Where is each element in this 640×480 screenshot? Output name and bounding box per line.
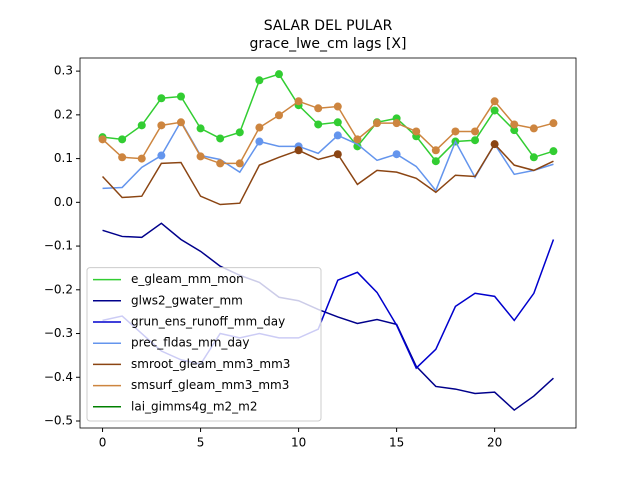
marker	[235, 159, 244, 168]
marker	[353, 142, 362, 151]
marker	[157, 94, 166, 103]
marker	[157, 151, 166, 160]
marker	[451, 127, 460, 136]
marker	[196, 152, 205, 161]
marker	[490, 97, 499, 106]
marker	[471, 127, 480, 136]
marker	[490, 106, 499, 115]
series-line	[102, 222, 554, 412]
chart-title: SALAR DEL PULAR	[264, 18, 393, 34]
marker	[471, 136, 480, 145]
y-tick-label: −0.5	[44, 414, 73, 428]
marker	[549, 119, 558, 128]
chart-subtitle: grace_lwe_cm lags [X]	[250, 36, 407, 52]
plot-frame	[79, 57, 577, 429]
legend-label: prec_fldas_mm_day	[131, 336, 250, 350]
marker	[333, 150, 342, 159]
marker	[255, 137, 264, 146]
marker	[510, 126, 519, 135]
marker	[510, 120, 519, 129]
legend-label: grun_ens_runoff_mm_day	[131, 315, 285, 329]
marker	[549, 147, 558, 156]
marker	[314, 104, 323, 113]
marker	[529, 124, 538, 133]
y-tick-label: −0.2	[44, 282, 73, 296]
marker	[98, 135, 107, 144]
marker	[314, 120, 323, 129]
marker	[176, 92, 185, 101]
marker	[431, 146, 440, 155]
marker	[118, 153, 127, 162]
x-tick-label: 10	[291, 436, 306, 450]
marker	[118, 135, 127, 144]
x-tick-label: 5	[197, 436, 205, 450]
y-tick-label: 0.1	[54, 151, 73, 165]
y-tick-label: −0.3	[44, 326, 73, 340]
marker	[353, 135, 362, 144]
y-tick-label: 0.3	[54, 64, 73, 78]
legend-label: smroot_gleam_mm3_mm3	[131, 357, 290, 371]
marker	[333, 118, 342, 127]
y-tick-label: 0.0	[54, 195, 73, 209]
marker	[216, 159, 225, 168]
x-tick-label: 0	[99, 436, 107, 450]
marker	[392, 119, 401, 128]
marker	[157, 121, 166, 130]
legend-label: lai_gimms4g_m2_m2	[131, 399, 258, 413]
y-tick-label: −0.4	[44, 370, 73, 384]
legend-label: smsurf_gleam_mm3_mm3	[131, 378, 289, 392]
legend-label: e_gleam_mm_mon	[131, 272, 244, 286]
marker	[392, 150, 401, 159]
x-tick-label: 20	[487, 436, 502, 450]
marker	[176, 118, 185, 127]
marker	[255, 123, 264, 132]
marker	[529, 153, 538, 162]
marker	[412, 127, 421, 136]
series-line	[101, 142, 554, 206]
marker	[431, 157, 440, 166]
marker	[137, 154, 146, 163]
legend-label: glws2_gwater_mm	[131, 293, 243, 307]
marker	[274, 70, 283, 79]
marker	[490, 140, 499, 149]
marker	[137, 121, 146, 130]
marker	[274, 111, 283, 120]
marker	[216, 134, 225, 143]
marker	[294, 146, 303, 155]
x-tick-label: 15	[389, 436, 404, 450]
marker	[294, 97, 303, 106]
marker	[196, 124, 205, 133]
y-tick-label: 0.2	[54, 107, 73, 121]
marker	[333, 102, 342, 111]
marker	[235, 128, 244, 137]
legend-box	[86, 267, 322, 422]
marker	[333, 131, 342, 140]
marker	[255, 76, 264, 85]
y-tick-label: −0.1	[44, 239, 73, 253]
marker	[373, 119, 382, 128]
